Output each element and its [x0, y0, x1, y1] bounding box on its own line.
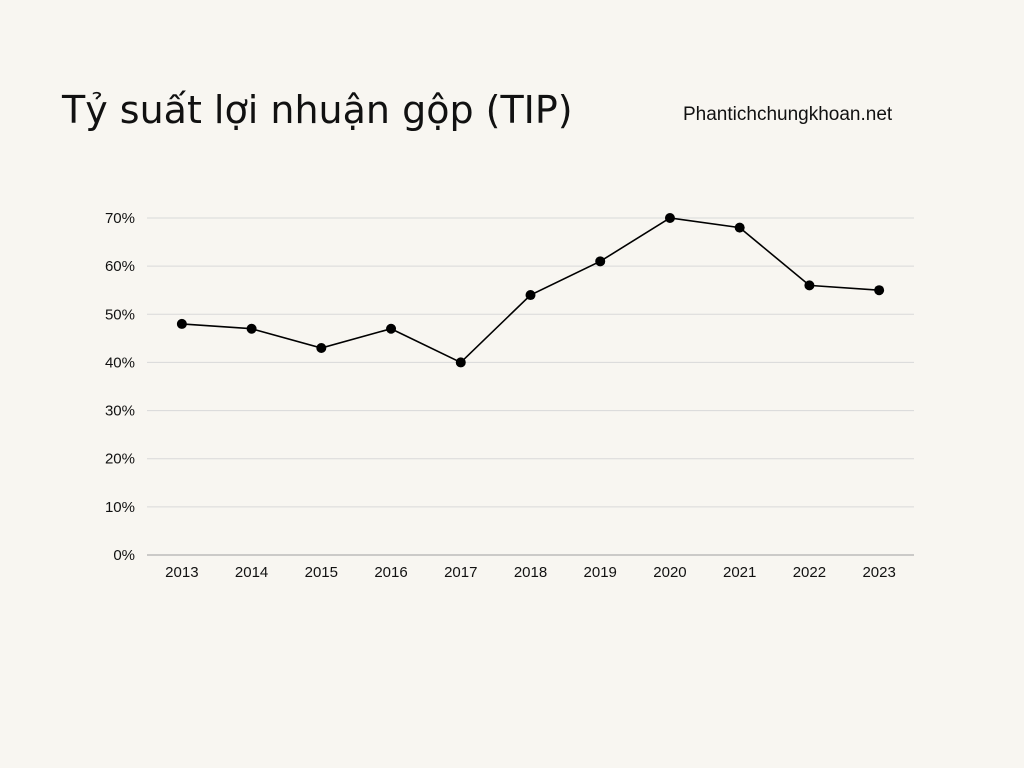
- series-layer: [176, 213, 885, 368]
- chart-title: Tỷ suất lợi nhuận gộp (TIP): [62, 88, 573, 132]
- data-point-2019: [595, 256, 606, 267]
- data-point-2015: [316, 342, 327, 353]
- data-point-2022: [804, 280, 815, 291]
- x-tick-label: 2016: [374, 564, 407, 581]
- y-tick-label: 70%: [105, 210, 135, 227]
- data-point-2017: [455, 357, 466, 368]
- x-tick-label: 2022: [793, 564, 826, 581]
- grid-lines: [147, 217, 914, 508]
- x-tick-label: 2018: [514, 564, 547, 581]
- data-point-2021: [734, 222, 745, 233]
- x-tick-labels: 2013 2014 2015 2016 2017 2018 2019 2020 2021 2022…: [165, 564, 896, 581]
- x-tick-label: 2020: [653, 564, 686, 581]
- x-tick-label: 2014: [235, 564, 268, 581]
- y-tick-label: 30%: [105, 403, 135, 420]
- x-tick-label: 2015: [305, 564, 338, 581]
- x-tick-label: 2023: [862, 564, 895, 581]
- data-point-2014: [246, 323, 257, 334]
- y-tick-label: 40%: [105, 354, 135, 371]
- y-tick-label: 10%: [105, 499, 135, 516]
- y-tick-label: 60%: [105, 258, 135, 275]
- data-point-2020: [664, 213, 675, 223]
- x-tick-label: 2021: [723, 564, 756, 581]
- x-tick-label: 2019: [584, 564, 617, 581]
- y-tick-label: 0%: [113, 547, 135, 564]
- y-tick-labels: 0% 10% 20% 30% 40% 50% 60% 70%: [105, 210, 135, 564]
- x-tick-label: 2017: [444, 564, 477, 581]
- x-tick-label: 2013: [165, 564, 198, 581]
- data-point-2013: [176, 318, 187, 329]
- data-point-2016: [386, 323, 397, 334]
- y-tick-label: 20%: [105, 451, 135, 468]
- y-tick-label: 50%: [105, 306, 135, 323]
- data-point-2023: [874, 285, 885, 296]
- data-point-2018: [525, 290, 536, 301]
- source-label: Phantichchungkhoan.net: [683, 104, 893, 125]
